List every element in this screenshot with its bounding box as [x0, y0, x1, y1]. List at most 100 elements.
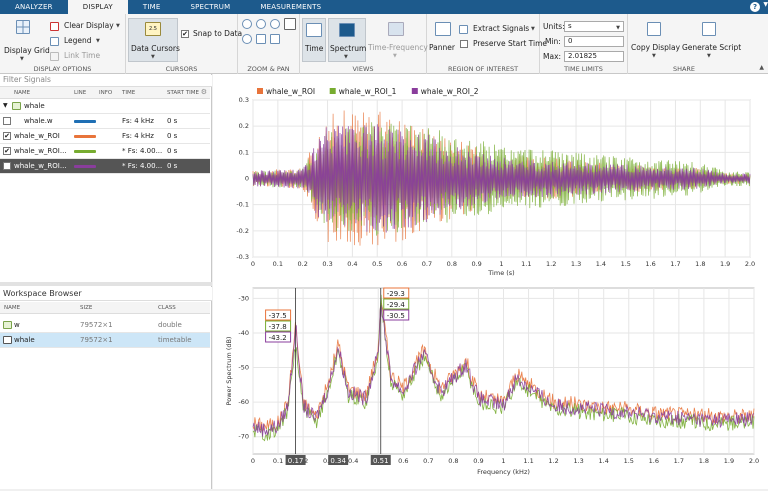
data-tip-box	[265, 309, 292, 321]
zoom-out-icon[interactable]	[242, 34, 252, 44]
help-icon[interactable]: ?	[750, 2, 760, 12]
col-time[interactable]: TIME	[122, 90, 136, 96]
col-class[interactable]: CLASS	[158, 305, 176, 311]
table-icon	[12, 102, 21, 110]
workspace-row-w[interactable]: w 79572×1 double	[0, 318, 210, 333]
spectrum-x-tick: 0.8	[448, 457, 458, 465]
preserve-start-time-label: Preserve Start Time	[473, 39, 548, 48]
min-input[interactable]: 0	[564, 36, 624, 47]
extract-signals-button[interactable]: Extract Signals ▼	[459, 24, 539, 35]
spectrum-x-tick: 1.3	[573, 457, 583, 465]
region-of-interest-label: REGION OF INTEREST	[447, 65, 519, 73]
zoom-in-icon[interactable]	[242, 19, 252, 29]
signal-row-roi-1[interactable]: ✔ whale_w_ROI... * Fs: 4.00... 0 s	[0, 144, 210, 159]
line-swatch[interactable]	[74, 150, 96, 153]
col-start-time[interactable]: START TIME	[167, 90, 199, 96]
table-settings-icon[interactable]: ⚙	[200, 88, 207, 96]
copy-display-button[interactable]: Copy Display ▼	[630, 18, 680, 62]
time-view-label: Time	[305, 44, 324, 53]
signal-checkbox[interactable]: ✔	[3, 132, 11, 140]
legend[interactable]: whale_w_ROI whale_w_ROI_1 whale_w_ROI_2	[257, 87, 479, 96]
signal-checkbox[interactable]: ✔	[3, 162, 11, 170]
signal-row-roi-2[interactable]: ✔ whale_w_ROI... * Fs: 4.00... 0 s	[0, 159, 210, 174]
filter-signals-input[interactable]: Filter Signals	[0, 75, 212, 87]
spectrum-series-orange	[252, 302, 755, 433]
signal-time: * Fs: 4.00...	[122, 147, 163, 155]
max-input[interactable]: 2.01825	[564, 51, 624, 62]
expand-icon[interactable]: ▼	[3, 102, 8, 109]
zoom-x-icon[interactable]	[256, 19, 266, 29]
line-swatch[interactable]	[74, 135, 96, 138]
extract-signals-icon	[459, 25, 468, 34]
col-line[interactable]: LINE	[74, 90, 87, 96]
time-x-tick: 0.9	[471, 260, 481, 268]
col-info[interactable]: INFO	[99, 90, 113, 96]
marker-label-box	[328, 455, 349, 465]
workspace-var-name: w	[14, 321, 20, 329]
data-cursors-button[interactable]: 2.5 Data Cursors ▼	[128, 18, 180, 62]
tab-time[interactable]: TIME	[142, 3, 161, 11]
signal-name: whale.w	[24, 117, 53, 125]
snap-to-data-label: Snap to Data	[193, 29, 243, 38]
legend-button[interactable]: Legend ▼	[50, 36, 110, 47]
time-frequency-caret-icon: ▼	[393, 53, 397, 59]
time-frequency-view-icon	[388, 22, 404, 36]
tab-analyzer[interactable]: ANALYZER	[15, 3, 53, 11]
spectrum-x-tick: 1.2	[548, 457, 558, 465]
line-swatch[interactable]	[74, 165, 96, 168]
display-grid-button[interactable]: Display Grid ▼	[4, 18, 50, 62]
pan-icon[interactable]	[270, 34, 280, 44]
views-label: VIEWS	[352, 65, 374, 73]
data-tip-box	[265, 320, 292, 332]
help-caret-icon[interactable]: ▼	[763, 1, 768, 8]
preserve-start-time-checkbox[interactable]: Preserve Start Time	[459, 39, 547, 50]
panner-button[interactable]: Panner	[429, 18, 457, 62]
workspace-row-whale[interactable]: whale 79572×1 timetable	[0, 333, 210, 348]
legend-entry-1: whale_w_ROI	[266, 87, 315, 96]
time-frequency-view-button[interactable]: Time-Frequency ▼	[368, 18, 428, 62]
time-y-tick: -0.2	[236, 227, 249, 235]
pointer-icon[interactable]	[284, 18, 296, 30]
generate-script-label: Generate Script	[682, 43, 742, 52]
time-y-tick: 0.3	[239, 96, 249, 104]
collapse-ribbon-icon[interactable]: ▲	[759, 64, 764, 71]
signal-row-whale[interactable]: ▼ whale	[0, 99, 210, 114]
extract-signals-label: Extract Signals	[473, 24, 530, 33]
time-x-tick: 0.6	[397, 260, 407, 268]
time-plot[interactable]: 0 0.1 0.2 0.3 0.4 0.5 0.6 0.7 0.8 0.9 1 1.1 1.2 1.3 1.…	[236, 96, 755, 277]
signal-row-roi[interactable]: ✔ whale_w_ROI Fs: 4 kHz 0 s	[0, 129, 210, 144]
clear-display-icon	[50, 22, 59, 31]
fit-icon[interactable]	[256, 34, 266, 44]
tab-display[interactable]: DISPLAY	[67, 0, 128, 14]
spectrum-view-button[interactable]: Spectrum ▼	[328, 18, 366, 62]
snap-to-data-checkbox[interactable]: ✔ Snap to Data	[181, 29, 242, 40]
clear-display-button[interactable]: Clear Display ▼	[50, 21, 122, 32]
line-swatch[interactable]	[74, 120, 96, 123]
col-name[interactable]: NAME	[4, 305, 21, 311]
generate-script-caret-icon: ▼	[707, 53, 711, 59]
zoom-y-icon[interactable]	[270, 19, 280, 29]
spectrum-y-tick: -70	[238, 433, 249, 441]
tab-spectrum[interactable]: SPECTRUM	[190, 3, 231, 11]
zoom-pan-group: ZOOM & PAN	[238, 14, 300, 74]
col-size[interactable]: SIZE	[80, 305, 93, 311]
time-view-button[interactable]: Time	[302, 18, 326, 62]
signal-checkbox[interactable]	[3, 117, 11, 125]
units-select[interactable]: s ▼	[564, 21, 624, 32]
time-x-axis-label: Time (s)	[487, 269, 514, 277]
data-tip-box	[383, 298, 410, 310]
pane-divider[interactable]	[0, 282, 212, 286]
time-x-tick: 0.3	[322, 260, 332, 268]
spectrum-view-label: Spectrum	[330, 44, 367, 53]
signal-checkbox[interactable]: ✔	[3, 147, 11, 155]
spectrum-plot[interactable]: 00.10.20.30.40.50.60.70.80.911.11.21.31.…	[225, 287, 759, 476]
signal-row-whale-w[interactable]: whale.w Fs: 4 kHz 0 s	[0, 114, 210, 129]
time-x-tick: 0.4	[347, 260, 357, 268]
generate-script-button[interactable]: Generate Script ▼	[682, 18, 742, 62]
link-time-button[interactable]: Link Time	[50, 51, 110, 62]
workspace-var-size: 79572×1	[80, 321, 113, 329]
snap-to-data-check-icon: ✔	[181, 30, 189, 38]
tab-measurements[interactable]: MEASUREMENTS	[260, 3, 322, 11]
col-name[interactable]: NAME	[14, 90, 31, 96]
